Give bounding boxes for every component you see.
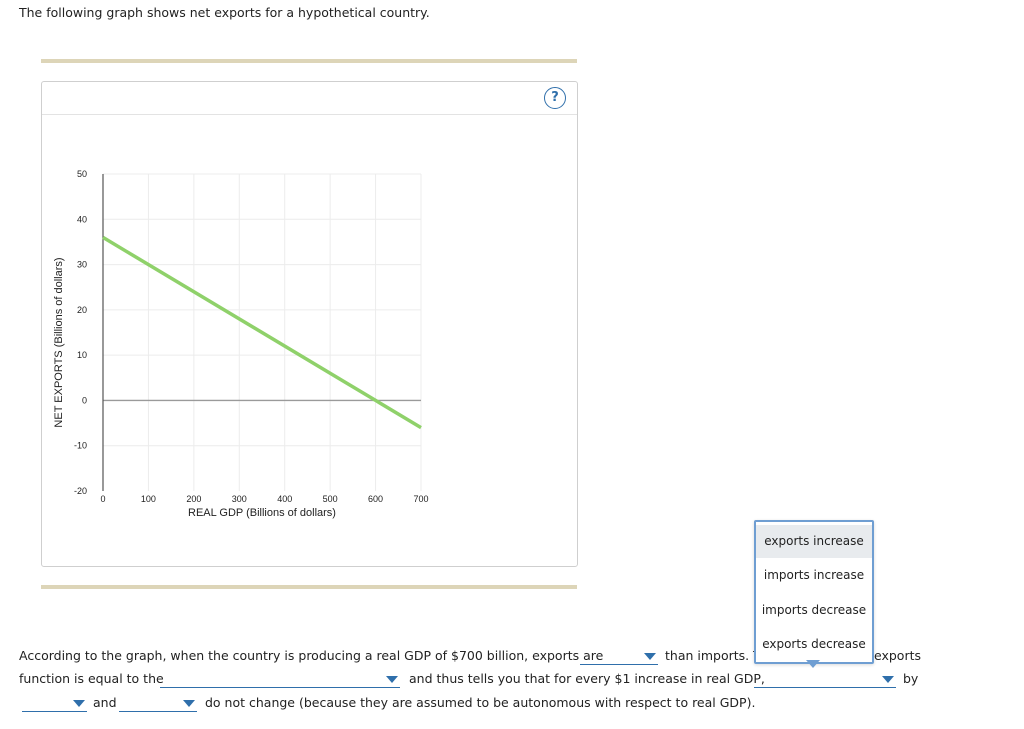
menu-pointer <box>806 660 820 668</box>
change-amount-dropdown[interactable] <box>22 695 87 712</box>
x-tick-label: 300 <box>232 494 247 504</box>
divider-bottom <box>41 585 577 589</box>
constant-components-dropdown[interactable] <box>119 695 197 712</box>
y-axis-title: NET EXPORTS (Billions of dollars) <box>53 257 65 427</box>
help-icon[interactable]: ? <box>544 87 566 109</box>
question-line2-mid: and thus tells you that for every $1 inc… <box>409 671 765 686</box>
question-line3-end: do not change (because they are assumed … <box>205 695 756 710</box>
menu-item-imports-increase[interactable]: imports increase <box>763 568 865 582</box>
net-exports-chart: 0 100 200 300 400 500 600 70050403020100-10-20R… <box>53 169 429 519</box>
dropdown-menu: exports increase imports increase import… <box>754 520 874 664</box>
y-tick-label: -20 <box>74 486 87 496</box>
chevron-down-icon <box>183 700 195 707</box>
chevron-down-icon <box>644 653 656 660</box>
menu-item-exports-increase[interactable]: exports increase <box>756 525 872 558</box>
x-axis-title: REAL GDP (Billions of dollars) <box>188 507 336 519</box>
menu-item-exports-decrease[interactable]: exports decrease <box>762 637 866 651</box>
x-tick-label: 500 <box>323 494 338 504</box>
y-tick-label: -10 <box>74 441 87 451</box>
x-tick-label: 100 <box>141 494 156 504</box>
chevron-down-icon <box>73 700 85 707</box>
divider-top <box>41 59 577 63</box>
question-line2-end: by <box>903 671 919 686</box>
y-tick-label: 10 <box>77 350 87 360</box>
question-line1-start: According to the graph, when the country… <box>19 648 604 663</box>
panel-header-line <box>42 114 577 115</box>
question-line3-mid: and <box>93 695 117 710</box>
net-exports-change-dropdown[interactable] <box>754 671 896 688</box>
chevron-down-icon <box>386 676 398 683</box>
x-tick-label: 400 <box>277 494 292 504</box>
y-tick-label: 40 <box>77 214 87 224</box>
x-tick-label: 600 <box>368 494 383 504</box>
y-tick-label: 20 <box>77 305 87 315</box>
x-tick-label: 700 <box>413 494 428 504</box>
question-line2-start: function is equal to the <box>19 671 164 686</box>
y-tick-label: 50 <box>77 169 87 179</box>
menu-item-imports-decrease[interactable]: imports decrease <box>761 603 867 617</box>
intro-text: The following graph shows net exports fo… <box>19 5 430 20</box>
graph-panel: ? 0 100 200 300 400 500 600 700 50 40 30 20 10 0 -10 -2… <box>41 81 578 567</box>
y-tick-label: 0 <box>82 395 87 405</box>
x-tick-label: 0 <box>100 494 105 504</box>
chevron-down-icon <box>882 676 894 683</box>
question-line1-mid: than imports. T <box>665 648 761 663</box>
x-tick-label: 200 <box>186 494 201 504</box>
exports-comparison-dropdown[interactable] <box>580 648 658 665</box>
net-exports-line <box>102 235 422 430</box>
y-tick-label: 30 <box>77 260 87 270</box>
question-line1-end: exports <box>874 648 922 663</box>
function-slope-dropdown[interactable] <box>160 671 400 688</box>
